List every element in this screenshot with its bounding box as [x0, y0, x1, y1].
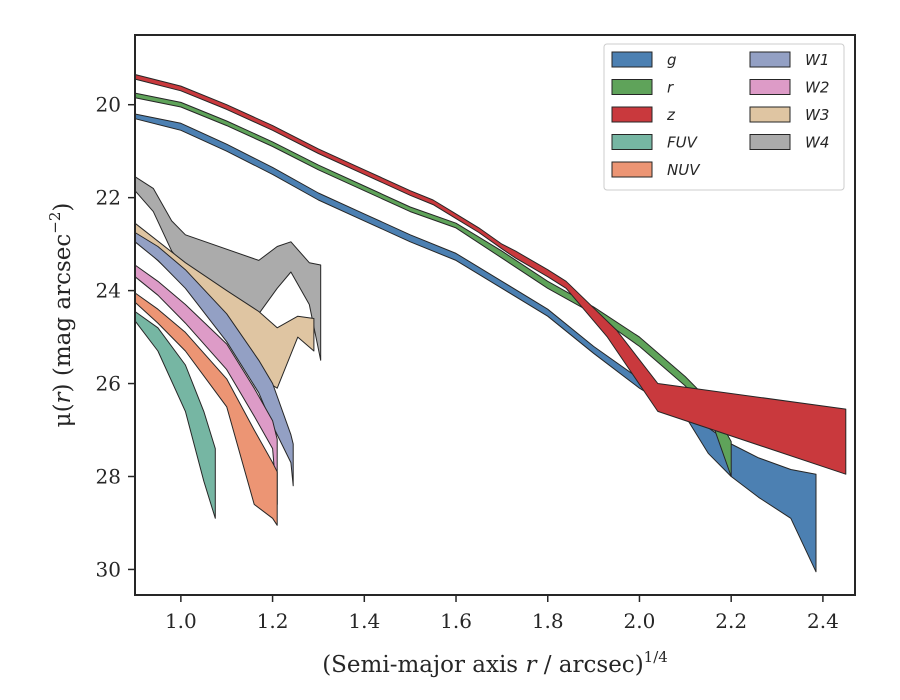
y-axis-label-main: μ( [50, 403, 76, 427]
band-g [134, 113, 817, 573]
x-tick-label: 2.2 [715, 609, 747, 633]
band-nuv [134, 292, 278, 526]
y-tick-label: 20 [96, 93, 121, 117]
band-w4 [134, 176, 322, 361]
legend-swatch-w2 [749, 79, 791, 95]
plot-frame [134, 34, 856, 596]
y-tick-label: 30 [96, 557, 121, 581]
y-axis-ticks: 20 22 24 26 28 30 [96, 93, 135, 581]
x-tick-label: 1.6 [440, 609, 472, 633]
x-tick-label: 1.2 [257, 609, 289, 633]
legend-swatch-fuv [611, 134, 653, 150]
legend-label-r: r [667, 79, 674, 97]
x-tick-label: 2.0 [624, 609, 656, 633]
legend: grz FUV NUV W1 W2 W3 W4 [603, 43, 845, 191]
x-tick-label: 1.4 [348, 609, 380, 633]
legend-label-w1: W1 [805, 51, 829, 69]
y-tick-label: 26 [96, 372, 121, 396]
band-w1 [134, 232, 294, 487]
legend-swatch-r [611, 79, 653, 95]
legend-label-g: g [667, 51, 677, 69]
legend-swatch-z [611, 106, 653, 123]
band-z [134, 74, 847, 475]
y-tick-label: 28 [96, 464, 121, 488]
y-axis-label: μ(r) (mag arcsec−2) [46, 203, 76, 428]
legend-swatch-w4 [749, 134, 791, 150]
x-axis-label-var: r [525, 652, 538, 678]
legend-swatch-w1 [749, 51, 791, 68]
legend-swatch-w3 [749, 106, 791, 123]
y-axis-label-var: r [50, 390, 76, 403]
y-tick-label: 24 [96, 279, 121, 303]
x-tick-label: 1.0 [165, 609, 197, 633]
y-axis-label-end: ) [50, 203, 76, 212]
x-axis-ticks: 1.0 1.2 1.4 1.6 1.8 2.0 2.2 2.4 [165, 595, 839, 633]
legend-label-z: z [666, 106, 676, 124]
y-axis-label-exponent: −2 [46, 212, 64, 234]
y-axis-label-rest: ) (mag arcsec [50, 234, 76, 393]
x-axis-label-rest: / arcsec) [536, 652, 643, 678]
legend-swatch-g [611, 51, 653, 68]
profile-bands [134, 74, 847, 573]
band-r [134, 92, 732, 477]
band-fuv [134, 311, 216, 519]
legend-label-w3: W3 [805, 106, 829, 124]
legend-label-w2: W2 [805, 79, 829, 97]
legend-label-fuv: FUV [667, 134, 699, 152]
x-axis-label: (Semi-major axis r / arcsec)1/4 [322, 648, 668, 678]
x-axis-label-exponent: 1/4 [644, 648, 668, 666]
x-axis-label-main: (Semi-major axis [322, 652, 525, 678]
x-tick-label: 2.4 [807, 609, 839, 633]
legend-swatch-nuv [611, 161, 653, 178]
legend-label-w4: W4 [805, 134, 829, 152]
x-tick-label: 1.8 [532, 609, 564, 633]
y-tick-label: 22 [96, 186, 121, 210]
legend-label-nuv: NUV [667, 161, 701, 179]
